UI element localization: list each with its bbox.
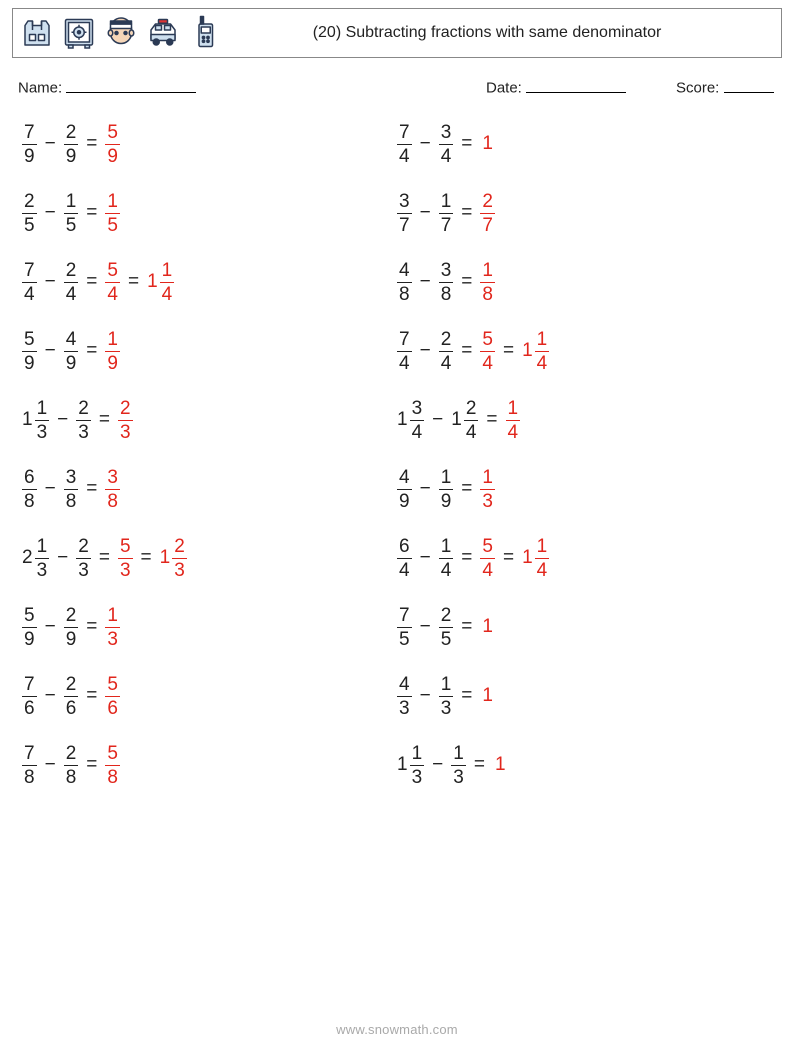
police-car-icon	[145, 15, 181, 51]
score-field: Score:	[676, 78, 776, 97]
score-blank[interactable]	[724, 78, 774, 93]
name-field: Name:	[18, 78, 486, 97]
problem: 134−124=14	[397, 399, 742, 442]
problem: 48−38=18	[397, 261, 742, 304]
problem: 79−29=59	[22, 123, 367, 166]
problem: 68−38=38	[22, 468, 367, 511]
problem: 74−24=54=114	[22, 261, 367, 304]
name-blank[interactable]	[66, 78, 196, 93]
problem: 37−17=27	[397, 192, 742, 235]
footer-url: www.snowmath.com	[0, 1022, 794, 1037]
problem: 113−23=23	[22, 399, 367, 442]
header: (20) Subtracting fractions with same den…	[12, 8, 782, 58]
prisoner-icon	[103, 15, 139, 51]
problem: 43−13=1	[397, 675, 742, 718]
problem: 25−15=15	[22, 192, 367, 235]
problem: 213−23=53=123	[22, 537, 367, 580]
problems-grid: 79−29=59 74−34=1 25−15=15 37−17=27 74−24=54=…	[12, 101, 782, 787]
problem: 64−14=54=114	[397, 537, 742, 580]
name-label: Name:	[18, 80, 62, 97]
safe-icon	[61, 15, 97, 51]
date-field: Date:	[486, 78, 676, 97]
problem: 113−13=1	[397, 744, 742, 787]
worksheet-page: (20) Subtracting fractions with same den…	[0, 0, 794, 787]
walkie-talkie-icon	[187, 15, 223, 51]
problem: 78−28=58	[22, 744, 367, 787]
problem: 74−24=54=114	[397, 330, 742, 373]
problem: 49−19=13	[397, 468, 742, 511]
problem: 74−34=1	[397, 123, 742, 166]
problem: 75−25=1	[397, 606, 742, 649]
problem: 76−26=56	[22, 675, 367, 718]
header-icons	[13, 15, 223, 51]
worksheet-title: (20) Subtracting fractions with same den…	[223, 19, 781, 46]
date-label: Date:	[486, 80, 522, 97]
score-label: Score:	[676, 80, 719, 97]
info-fields: Name: Date: Score:	[18, 78, 776, 97]
problem: 59−29=13	[22, 606, 367, 649]
vest-icon	[19, 15, 55, 51]
date-blank[interactable]	[526, 78, 626, 93]
problem: 59−49=19	[22, 330, 367, 373]
